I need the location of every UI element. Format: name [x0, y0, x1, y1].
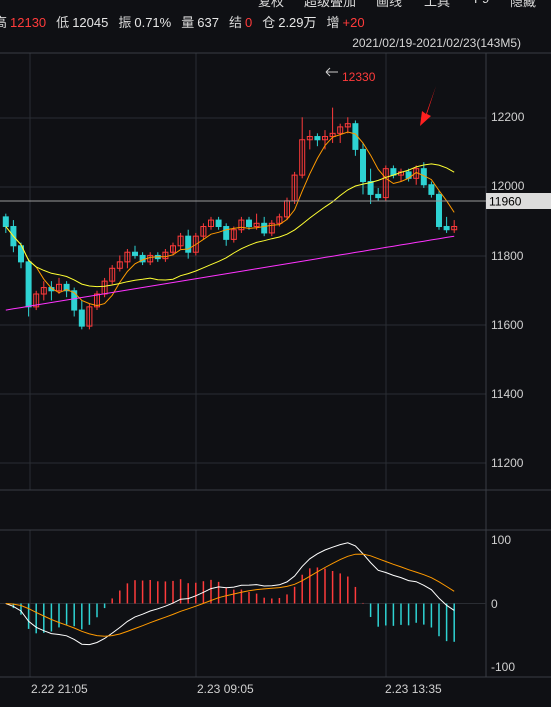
- current-price-tag: [486, 193, 551, 209]
- indicator-lines: [5, 131, 455, 646]
- candle-body: [344, 123, 351, 128]
- time-tick: 2.23 09:05: [197, 682, 254, 696]
- candle-body: [177, 235, 184, 247]
- candle-body: [2, 216, 9, 228]
- price-tick: 11200: [491, 456, 524, 470]
- candle-body: [314, 136, 321, 141]
- stat-increase: 增 +20: [326, 14, 365, 30]
- candle-body: [185, 235, 192, 253]
- time-tick: 2.23 13:35: [385, 682, 442, 696]
- macd-histogram: [12, 567, 455, 642]
- candle-body: [192, 235, 199, 253]
- candle-body: [428, 184, 435, 195]
- current-price-label: 11960: [489, 195, 522, 209]
- candle-body: [208, 219, 214, 228]
- stat-high: 高 12130: [0, 14, 47, 30]
- candle-body: [223, 226, 230, 240]
- candle-body: [253, 222, 260, 228]
- stat-low: 低 12045: [56, 14, 109, 30]
- stat-volume: 量 637: [181, 14, 219, 30]
- macd-dif-line: [5, 542, 455, 646]
- macd-tick: 100: [491, 533, 511, 547]
- candle-body: [299, 139, 306, 176]
- stat-open-interest: 仓 2.29万: [262, 14, 317, 30]
- candle-body: [436, 193, 442, 228]
- menu-item-f9[interactable]: F9: [474, 0, 489, 6]
- candle-body: [116, 261, 123, 269]
- candle-body: [63, 283, 70, 292]
- chart-overlay: 11960 12330: [0, 67, 551, 209]
- candle-body: [162, 251, 169, 260]
- axes: 12200 12000 11800 11600 11400 11200 100 …: [31, 110, 525, 696]
- candle-body: [382, 168, 389, 199]
- menu-item-fuquan[interactable]: 复权: [258, 0, 285, 8]
- candle-body: [322, 136, 328, 141]
- date-range-label: 2021/02/19-2021/02/23(143M5): [352, 36, 521, 50]
- candle-body: [25, 261, 32, 308]
- candle-body: [367, 181, 374, 195]
- candle-body: [109, 267, 116, 282]
- candle-body: [451, 226, 458, 231]
- price-tick: 12200: [491, 110, 525, 124]
- macd-dea-line: [5, 553, 455, 637]
- candle-body: [33, 293, 40, 308]
- candle-body: [337, 126, 344, 134]
- candle-body: [170, 245, 176, 253]
- price-tick: 11400: [491, 387, 524, 401]
- price-tick: 11800: [491, 249, 524, 263]
- candle-body: [78, 309, 85, 327]
- ma-long-line: [5, 235, 455, 311]
- high-marker-arrow-icon: [325, 67, 338, 77]
- time-tick: 2.22 21:05: [31, 682, 88, 696]
- candle-body: [230, 229, 237, 240]
- price-tick: 11600: [491, 318, 524, 332]
- candle-body: [246, 219, 252, 228]
- menu-item-draw[interactable]: 画线: [376, 0, 403, 8]
- candle-body: [86, 306, 93, 327]
- ma-mid-line: [5, 163, 455, 288]
- candle-body: [375, 193, 382, 199]
- menu-item-tools[interactable]: 工具: [424, 0, 451, 8]
- chart-grid: [0, 52, 551, 678]
- red-arrow-icon: [420, 86, 436, 126]
- menu-item-hide[interactable]: 隐藏: [510, 0, 537, 8]
- candle-body: [329, 132, 336, 138]
- candle-body: [94, 293, 100, 308]
- candle-body: [56, 283, 62, 292]
- candlesticks: [2, 107, 458, 330]
- price-tick: 12000: [491, 179, 525, 193]
- candle-body: [360, 148, 366, 183]
- top-menu: 复权 超级叠加 画线 工具 F9 隐藏: [0, 0, 551, 8]
- candle-body: [261, 222, 268, 234]
- candle-body: [132, 251, 138, 256]
- candle-body: [124, 251, 131, 263]
- candle-body: [268, 222, 275, 234]
- candle-body: [306, 136, 313, 141]
- candle-body: [200, 226, 207, 237]
- menu-item-overlay[interactable]: 超级叠加: [304, 0, 357, 8]
- candle-body: [443, 226, 450, 231]
- stat-amplitude: 振 0.71%: [118, 14, 172, 30]
- high-marker-label: 12330: [342, 70, 376, 84]
- candle-body: [215, 219, 222, 228]
- macd-tick: 0: [491, 597, 498, 611]
- ma-short-line: [5, 131, 455, 307]
- candle-body: [276, 216, 283, 224]
- macd-tick: -100: [491, 660, 515, 674]
- candle-body: [40, 287, 47, 295]
- candle-body: [238, 219, 245, 231]
- candle-body: [71, 290, 78, 311]
